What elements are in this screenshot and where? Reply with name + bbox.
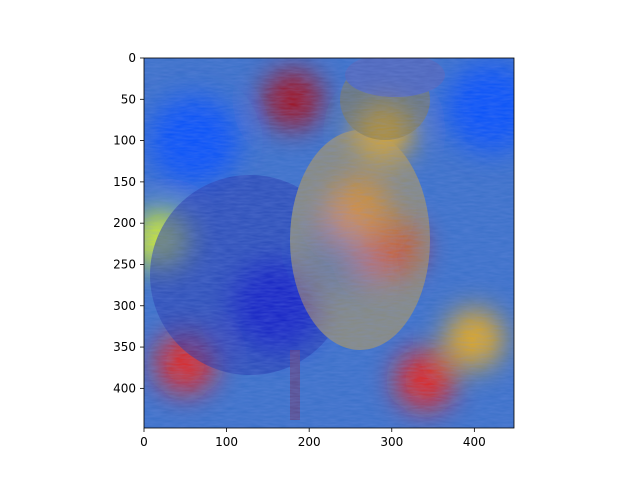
- y-tick-label: 0: [128, 51, 136, 65]
- y-tick-label: 100: [113, 134, 136, 148]
- plot-frame: [143, 57, 515, 429]
- plot-area: [144, 58, 514, 428]
- x-tick-label: 0: [140, 435, 148, 449]
- x-tick-label: 400: [463, 435, 486, 449]
- y-tick-label: 250: [113, 257, 136, 271]
- y-tick-label: 300: [113, 299, 136, 313]
- y-tick-label: 50: [121, 92, 136, 106]
- y-tick-label: 350: [113, 340, 136, 354]
- y-tick-label: 150: [113, 175, 136, 189]
- y-axis: 0 50 100 150 200 250 300 350 400: [113, 51, 144, 395]
- y-tick-label: 200: [113, 216, 136, 230]
- x-tick-label: 300: [380, 435, 403, 449]
- x-axis: 0 100 200 300 400: [140, 428, 486, 449]
- y-tick-label: 400: [113, 381, 136, 395]
- x-tick-label: 200: [298, 435, 321, 449]
- x-tick-label: 100: [215, 435, 238, 449]
